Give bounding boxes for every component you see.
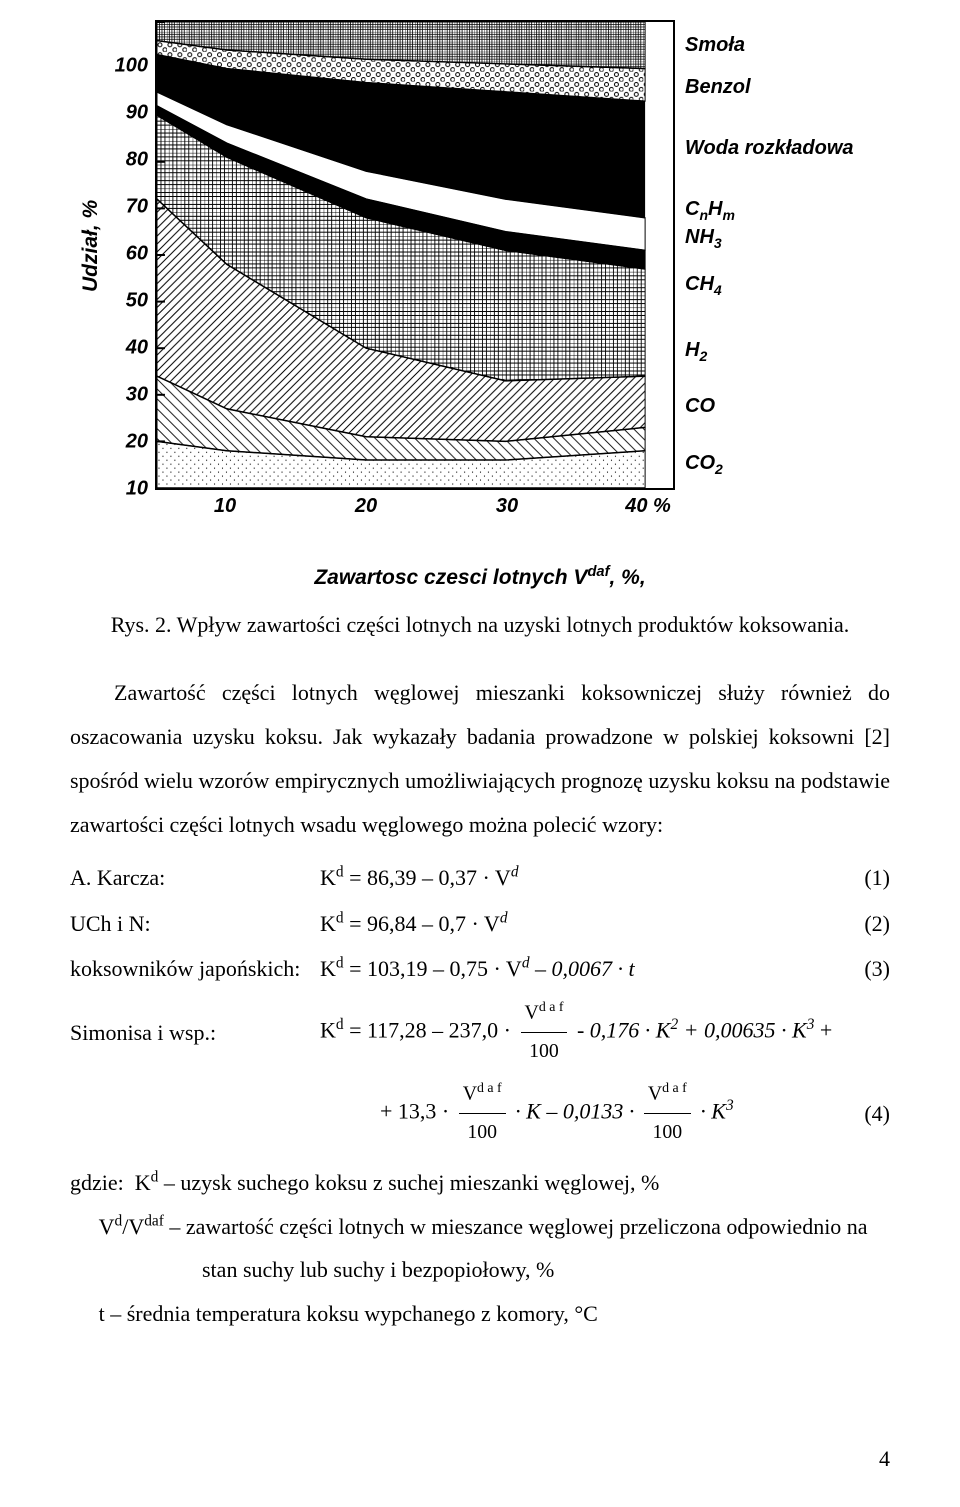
eq-number: (2) — [840, 903, 890, 945]
eq-formula: Kd = 103,19 – 0,75 · Vd – 0,0067 · t — [320, 948, 840, 990]
series-label: CnHm — [685, 198, 735, 223]
y-tick: 70 — [126, 196, 148, 219]
y-tick: 40 — [126, 337, 148, 360]
eq-formula: Kd = 117,28 – 237,0 · Vd a f100 - 0,176 … — [320, 994, 840, 1071]
equation-row: A. Karcza: Kd = 86,39 – 0,37 · Vd (1) — [70, 857, 890, 899]
where-block: gdzie: Kd – uzysk suchego koksu z suchej… — [70, 1162, 890, 1335]
eq-formula: + 13,3 · Vd a f100 · K – 0,0133 · Vd a f… — [320, 1075, 840, 1152]
y-tick: 10 — [126, 478, 148, 501]
y-tick: 60 — [126, 243, 148, 266]
equation-row-simonis-cont: + 13,3 · Vd a f100 · K – 0,0133 · Vd a f… — [70, 1075, 890, 1152]
series-label: Woda rozkładowa — [685, 137, 854, 160]
equations-block: A. Karcza: Kd = 86,39 – 0,37 · Vd (1) UC… — [70, 857, 890, 1152]
series-label: Smoła — [685, 34, 745, 57]
chart-ylabel: Udział, % — [79, 200, 103, 292]
x-tick: 10 — [214, 495, 236, 518]
where-line: Vd/Vdaf – zawartość części lotnych w mie… — [70, 1206, 890, 1248]
series-label: NH3 — [685, 226, 722, 251]
eq-author: UCh i N: — [70, 903, 320, 945]
figure-caption: Rys. 2. Wpływ zawartości części lotnych … — [50, 610, 910, 641]
chart-svg — [157, 22, 673, 488]
series-label: Benzol — [685, 76, 751, 99]
eq-number: (1) — [840, 857, 890, 899]
equation-row-simonis: Simonisa i wsp.: Kd = 117,28 – 237,0 · V… — [70, 994, 890, 1071]
y-tick: 30 — [126, 384, 148, 407]
eq-formula: Kd = 86,39 – 0,37 · Vd — [320, 857, 840, 899]
eq-author: Simonisa i wsp.: — [70, 1012, 320, 1054]
y-tick: 100 — [115, 55, 148, 78]
series-label: CO — [685, 395, 715, 418]
chart-xlabel: Zawartosc czesci lotnych Vdaf, %, — [314, 564, 645, 590]
y-tick: 20 — [126, 431, 148, 454]
eq-number: (3) — [840, 948, 890, 990]
equation-row: koksowników japońskich: Kd = 103,19 – 0,… — [70, 948, 890, 990]
chart-figure: Udział, % 10 20 30 40 50 60 70 80 90 100… — [100, 10, 860, 550]
where-line: stan suchy lub suchy i bezpopiołowy, % — [70, 1249, 890, 1291]
x-tick: 40 % — [625, 495, 671, 518]
series-label: CH4 — [685, 273, 722, 298]
x-tick: 20 — [355, 495, 377, 518]
y-tick: 90 — [126, 102, 148, 125]
eq-author: A. Karcza: — [70, 857, 320, 899]
page-number: 4 — [879, 1446, 890, 1472]
chart-plot-area — [155, 20, 675, 490]
equation-row: UCh i N: Kd = 96,84 – 0,7 · Vd (2) — [70, 903, 890, 945]
eq-number: (4) — [840, 1093, 890, 1135]
eq-formula: Kd = 96,84 – 0,7 · Vd — [320, 903, 840, 945]
x-tick: 30 — [496, 495, 518, 518]
y-tick: 50 — [126, 290, 148, 313]
series-label: H2 — [685, 339, 707, 364]
intro-paragraph: Zawartość części lotnych węglowej miesza… — [70, 671, 890, 847]
series-label: CO2 — [685, 452, 723, 477]
where-line: gdzie: Kd – uzysk suchego koksu z suchej… — [70, 1162, 890, 1204]
eq-author: koksowników japońskich: — [70, 948, 320, 990]
y-tick: 80 — [126, 149, 148, 172]
where-line: t – średnia temperatura koksu wypchanego… — [70, 1293, 890, 1335]
